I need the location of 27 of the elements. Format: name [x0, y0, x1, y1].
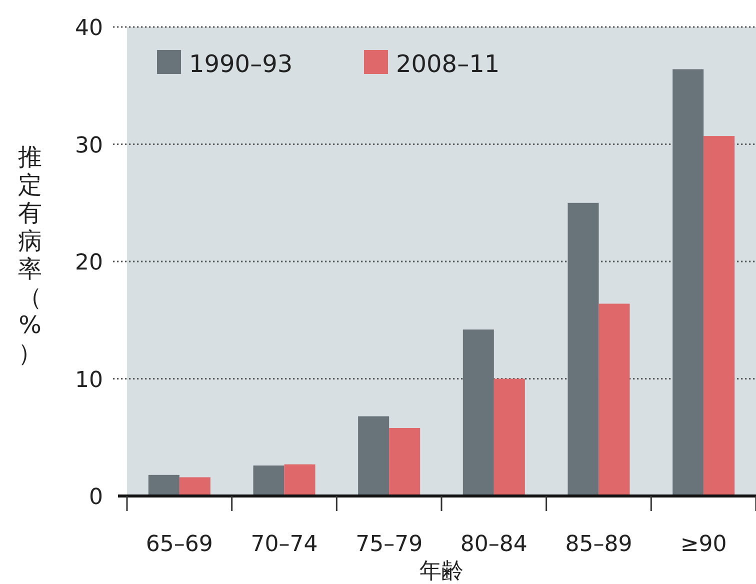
bar	[358, 416, 390, 496]
x-axis-title: 年齢	[420, 559, 464, 584]
bar	[462, 330, 494, 496]
bar	[494, 378, 525, 496]
x-tick-label: 80–84	[460, 532, 528, 557]
y-tick-label: 20	[75, 250, 103, 276]
bar	[598, 304, 630, 496]
bar	[704, 136, 735, 496]
x-tick-label: ≥90	[680, 532, 727, 557]
bar	[284, 464, 316, 496]
y-tick-label: 0	[89, 485, 103, 510]
y-axis-title: 推定有病率（%）	[18, 143, 42, 367]
y-tick-label: 40	[75, 16, 103, 41]
bar	[568, 202, 599, 496]
y-tick-label: 30	[75, 133, 103, 158]
bar	[253, 466, 284, 496]
legend-label: 1990–93	[189, 50, 293, 78]
x-tick-label: 75–79	[356, 532, 423, 557]
bar	[148, 474, 180, 496]
bar	[179, 477, 210, 496]
legend-label: 2008–11	[396, 50, 500, 78]
x-tick-label: 65–69	[146, 532, 213, 557]
bar	[672, 69, 704, 496]
y-tick-label: 10	[75, 368, 103, 393]
bar	[389, 428, 420, 496]
x-tick-label: 70–74	[250, 532, 318, 557]
x-tick-label: 85–89	[565, 532, 632, 557]
